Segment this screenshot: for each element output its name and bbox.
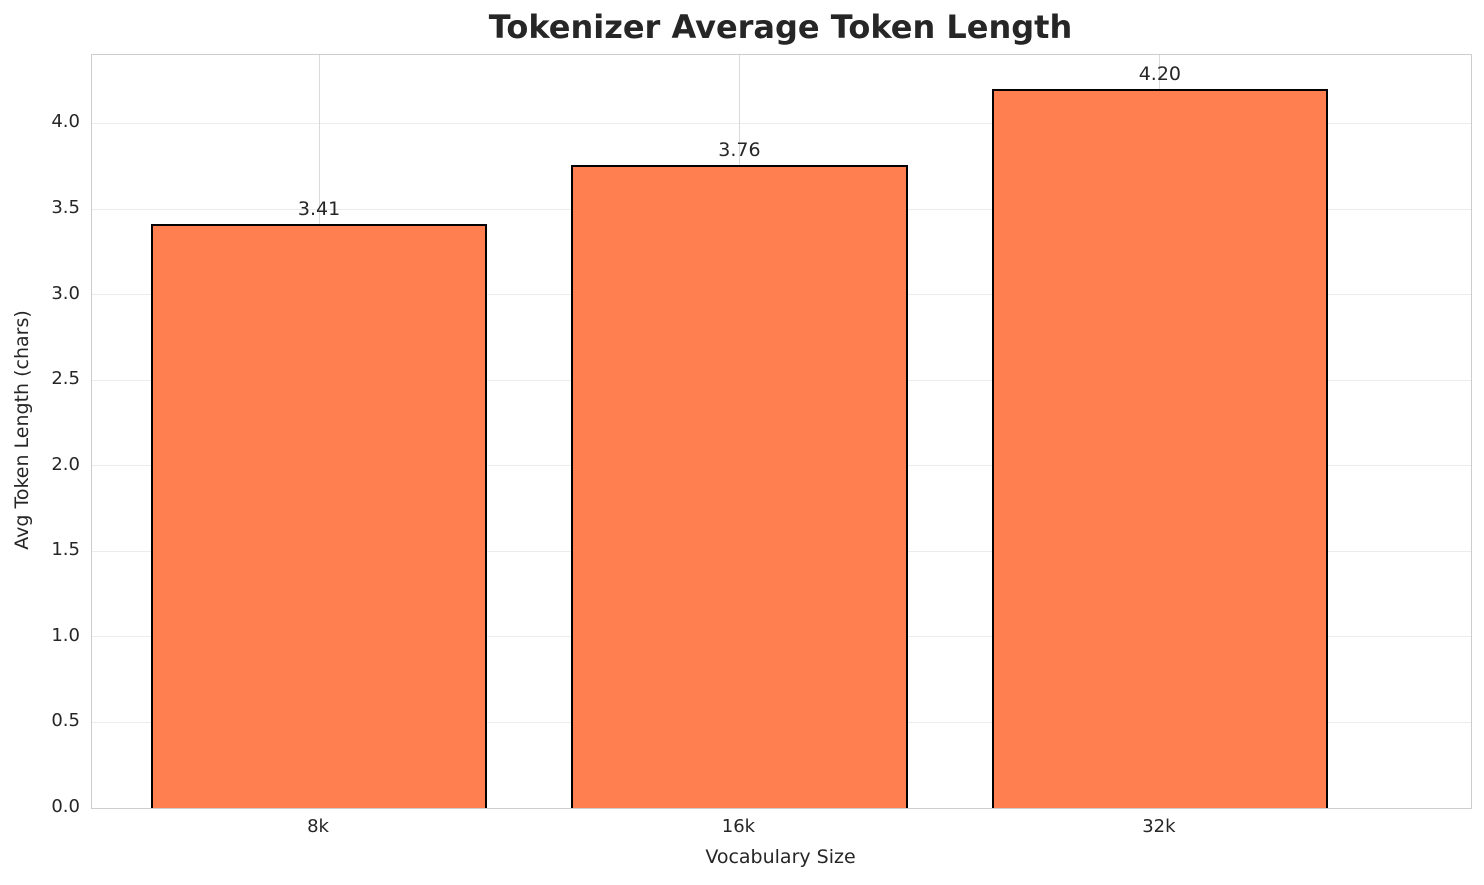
x-tick-label: 16k <box>721 816 756 837</box>
x-axis-label: Vocabulary Size <box>705 846 856 868</box>
y-tick-label: 2.5 <box>51 368 80 390</box>
y-tick-label: 0.5 <box>51 710 80 732</box>
chart-title: Tokenizer Average Token Length <box>488 8 1073 46</box>
gridline-horizontal <box>92 122 1471 124</box>
bar-value-label: 3.41 <box>297 198 341 221</box>
bar-value-label: 3.76 <box>718 138 761 161</box>
bar-value-label: 4.20 <box>1138 63 1182 86</box>
y-tick-label: 3.5 <box>51 197 80 219</box>
y-tick-label: 1.0 <box>51 624 80 646</box>
y-tick-label: 2.0 <box>51 453 80 475</box>
bar-16k <box>571 164 908 808</box>
bar-32k <box>991 89 1329 808</box>
y-tick-label: 3.0 <box>51 282 80 304</box>
x-tick-label: 32k <box>1142 816 1176 837</box>
plot-area: 3.41 3.76 4.20 <box>91 54 1472 809</box>
x-tick-label: 8k <box>307 816 329 837</box>
bar-8k <box>150 224 488 808</box>
y-tick-label: 0.0 <box>51 796 80 817</box>
y-tick-label: 4.0 <box>51 111 80 133</box>
y-tick-label: 1.5 <box>51 539 80 561</box>
y-axis-label: Avg Token Length (chars) <box>11 310 33 550</box>
